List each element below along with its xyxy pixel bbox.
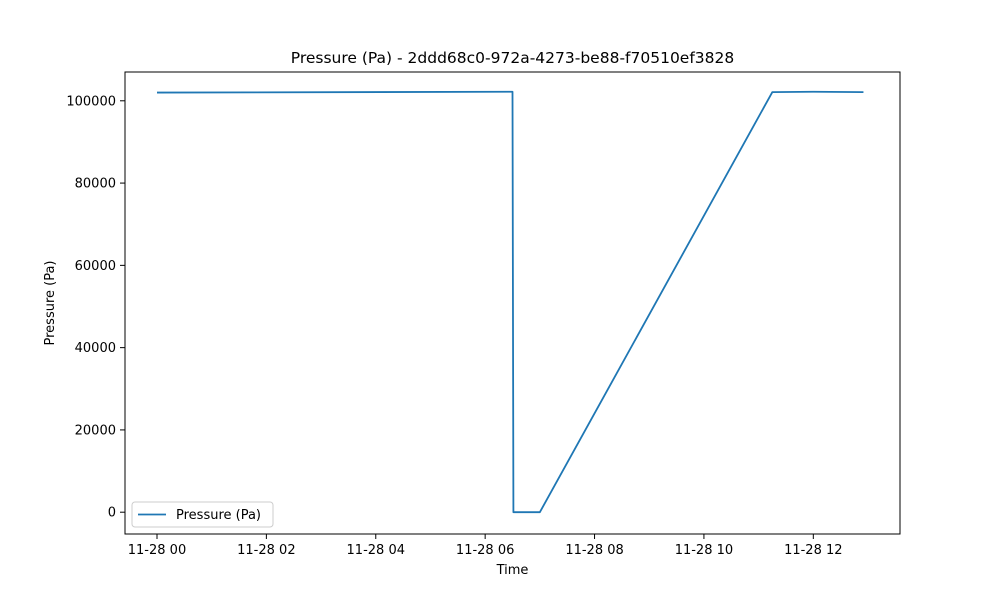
y-axis-label: Pressure (Pa) xyxy=(43,260,58,345)
plot-area xyxy=(124,71,901,535)
plot-frame xyxy=(124,71,901,535)
y-tick-label: 20000 xyxy=(75,423,116,438)
x-tick-label: 11-28 12 xyxy=(784,543,842,558)
y-axis: 0 20000 40000 60000 80000 100000 xyxy=(66,94,125,521)
x-tick-label: 11-28 06 xyxy=(456,543,514,558)
x-tick-label: 11-28 02 xyxy=(237,543,295,558)
x-axis-label: Time xyxy=(496,563,529,578)
y-tick-label: 40000 xyxy=(75,341,116,356)
x-tick-label: 11-28 10 xyxy=(675,543,733,558)
chart-title: Pressure (Pa) - 2ddd68c0-972a-4273-be88-… xyxy=(291,49,735,67)
legend: Pressure (Pa) xyxy=(131,501,274,528)
x-tick-label: 11-28 08 xyxy=(565,543,623,558)
legend-box xyxy=(131,501,274,528)
series-line-0 xyxy=(156,90,864,514)
x-tick-label: 11-28 00 xyxy=(128,543,186,558)
y-tick-label: 60000 xyxy=(75,259,116,274)
y-tick-label: 0 xyxy=(108,506,116,521)
x-tick-label: 11-28 04 xyxy=(347,543,405,558)
y-tick-label: 80000 xyxy=(75,177,116,192)
legend-entry: Pressure (Pa) xyxy=(176,508,261,523)
x-axis: 11-28 00 11-28 02 11-28 04 11-28 06 11-28 08… xyxy=(128,534,843,558)
y-tick-label: 100000 xyxy=(66,94,116,109)
